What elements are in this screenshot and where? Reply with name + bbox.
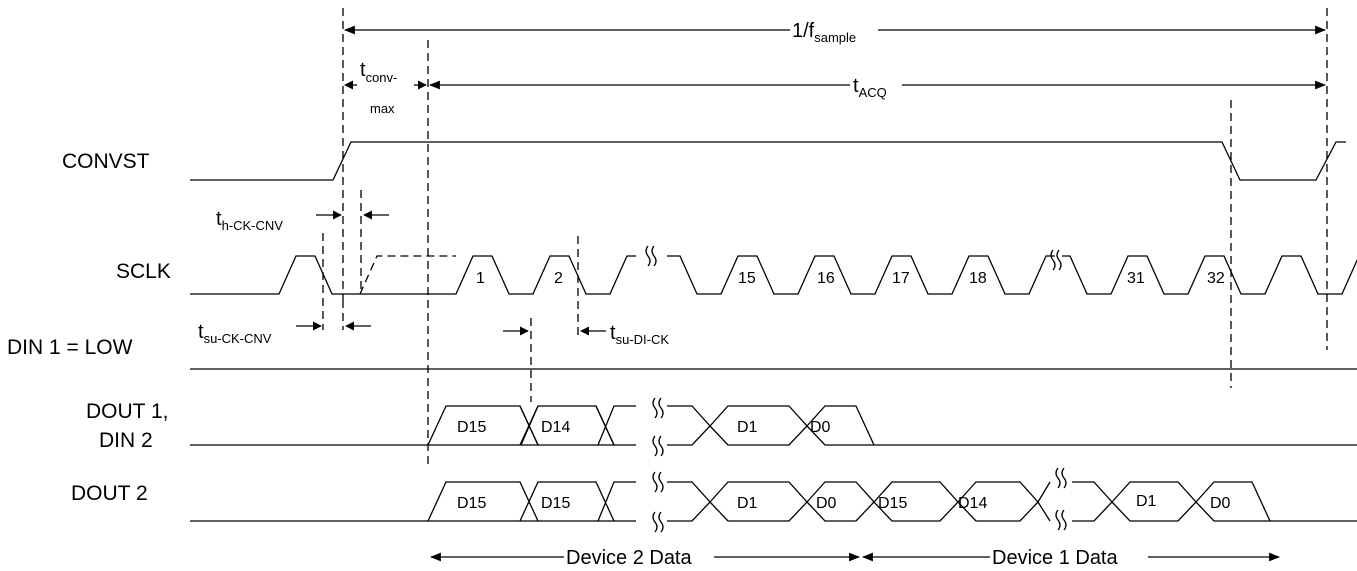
dout2-bit: D1 xyxy=(1136,493,1157,510)
sclk-waveform-start xyxy=(190,255,636,295)
convst-label: CONVST xyxy=(62,150,150,173)
dout1-bits: D15 D14 D1 D0 xyxy=(457,419,831,436)
dout1-bit: D15 xyxy=(457,419,486,436)
sclk-waveform-mid xyxy=(667,255,1055,295)
period-label: 1/fsample xyxy=(792,20,856,45)
dout2-bit: D1 xyxy=(737,495,758,512)
clock-number: 1 xyxy=(476,270,485,287)
device1-label: Device 1 Data xyxy=(992,547,1118,569)
device2-label: Device 2 Data xyxy=(566,547,692,569)
clock-number: 17 xyxy=(892,270,910,287)
clock-number: 32 xyxy=(1207,270,1225,287)
convst-waveform xyxy=(190,141,1346,181)
dout1-bit: D14 xyxy=(541,419,570,436)
period-annotation: 1/fsample xyxy=(343,20,1327,45)
dout2-break xyxy=(652,467,1067,533)
dout2-bits: D15 D15 D1 D0 D15 D14 D1 D0 xyxy=(457,493,1231,512)
tconv-label: tconv- xyxy=(360,59,397,85)
sclk-label: SCLK xyxy=(116,260,171,283)
sclk-break xyxy=(645,245,1062,271)
sclk-dashed-alt xyxy=(359,255,456,295)
dout1-bit: D1 xyxy=(737,419,758,436)
dout1-waveform-bottom xyxy=(428,405,636,446)
dout1-label-line1: DOUT 1, xyxy=(86,400,168,423)
din1-label: DIN 1 = LOW xyxy=(7,336,133,359)
th-ck-cnv-annotation: th-CK-CNV xyxy=(216,208,389,233)
sclk-waveform-end xyxy=(1062,255,1357,295)
dout1-break xyxy=(652,397,664,457)
tconv-label-max: max xyxy=(370,101,395,116)
clock-number: 18 xyxy=(969,270,987,287)
tsu-ck-cnv-label: tsu-CK-CNV xyxy=(198,321,272,346)
reference-lines xyxy=(322,8,1328,465)
dout2-label: DOUT 2 xyxy=(71,482,148,505)
dout2-bit: D15 xyxy=(541,495,570,512)
clock-number: 31 xyxy=(1127,270,1145,287)
dout2-waveform xyxy=(190,481,1357,522)
dout1-bit: D0 xyxy=(810,419,831,436)
tsu-ck-cnv-annotation: tsu-CK-CNV xyxy=(198,321,371,346)
clock-number: 15 xyxy=(738,270,756,287)
tsu-di-ck-annotation: tsu-DI-CK xyxy=(503,322,669,347)
dout1-label-line2: DIN 2 xyxy=(99,429,153,452)
tacq-annotation: tACQ xyxy=(428,75,1327,100)
dout2-bit: D15 xyxy=(457,495,486,512)
tconv-annotation: tconv- max xyxy=(344,59,427,116)
dout2-bit: D0 xyxy=(816,495,837,512)
th-ck-cnv-label: th-CK-CNV xyxy=(216,208,283,233)
dout2-bit: D14 xyxy=(958,495,987,512)
tsu-di-ck-label: tsu-DI-CK xyxy=(610,322,669,347)
dout2-bit: D15 xyxy=(878,495,907,512)
sclk-clock-numbers: 1 2 15 16 17 18 31 32 xyxy=(476,270,1225,287)
device1-range: Device 1 Data xyxy=(861,547,1281,569)
device2-range: Device 2 Data xyxy=(429,547,861,569)
clock-number: 16 xyxy=(817,270,835,287)
dout1-waveform-right xyxy=(667,405,1357,446)
clock-number: 2 xyxy=(554,270,563,287)
tacq-label: tACQ xyxy=(853,75,887,100)
dout2-bit: D0 xyxy=(1210,495,1231,512)
